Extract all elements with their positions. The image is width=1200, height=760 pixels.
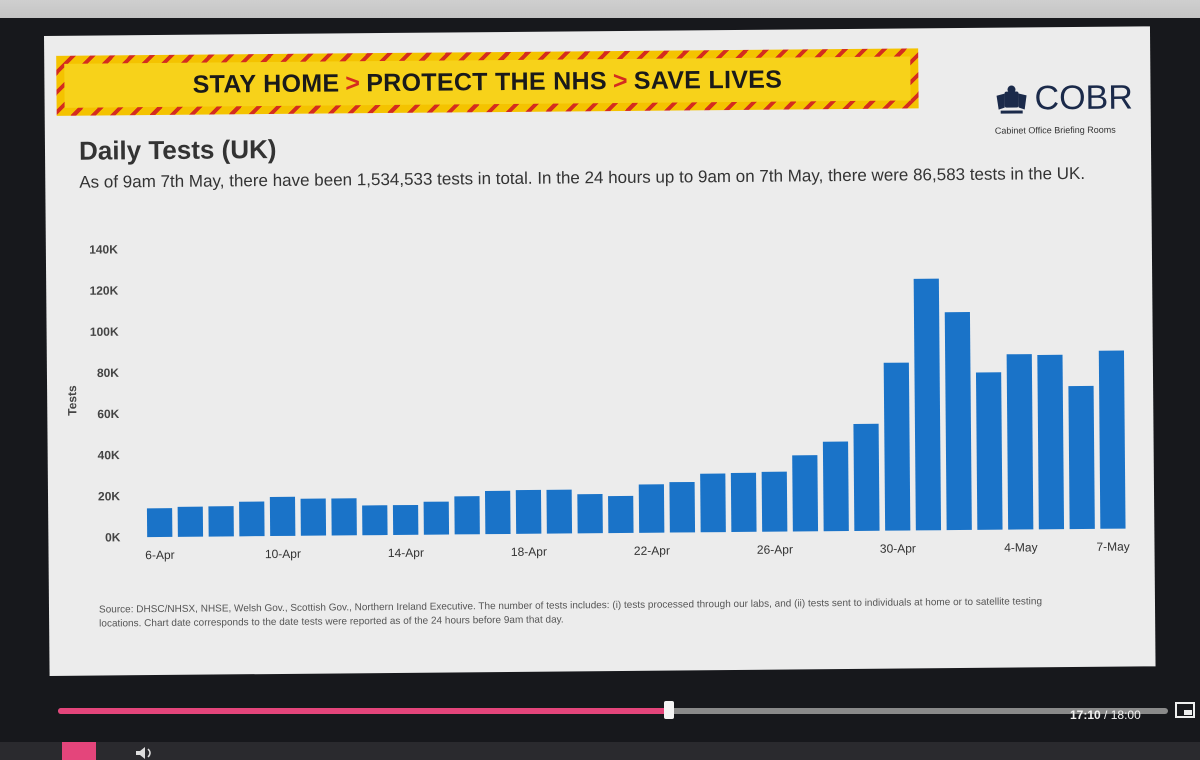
progress-bar[interactable] (58, 701, 1168, 719)
bar-17-Apr (484, 490, 511, 535)
bar-3-May (975, 372, 1003, 530)
bar-29-Apr (853, 423, 880, 531)
bar-22-Apr (638, 484, 665, 533)
bar-10-Apr (269, 496, 296, 537)
bar-6-May (1068, 385, 1095, 530)
x-tick-label: 7-May (1096, 540, 1129, 554)
progress-handle[interactable] (663, 701, 674, 719)
bar-16-Apr (454, 496, 480, 535)
bar-25-Apr (730, 472, 757, 533)
y-tick-label: 120K (89, 284, 118, 298)
crest-icon (996, 85, 1027, 114)
bar-23-Apr (669, 481, 696, 533)
x-tick-label: 10-Apr (265, 547, 301, 561)
bar-9-Apr (239, 501, 265, 537)
bar-24-Apr (700, 473, 726, 533)
y-tick-label: 140K (89, 242, 118, 256)
cast-icon[interactable] (1175, 702, 1195, 720)
bar-27-Apr (792, 455, 819, 532)
y-tick-label: 0K (105, 530, 121, 544)
bar-26-Apr (761, 471, 788, 532)
bar-19-Apr (546, 489, 573, 534)
bar-6-Apr (146, 508, 173, 538)
bar-11-Apr (300, 498, 327, 536)
bar-7-Apr (177, 506, 204, 537)
bar-28-Apr (822, 441, 849, 532)
bar-18-Apr (515, 489, 542, 534)
total-time: 18:00 (1110, 708, 1141, 722)
bar-7-May (1098, 350, 1126, 529)
y-tick-label: 60K (97, 407, 119, 421)
y-tick-label: 40K (98, 448, 120, 462)
bar-21-Apr (608, 495, 634, 534)
play-icon[interactable] (62, 742, 96, 760)
x-tick-label: 14-Apr (388, 546, 424, 560)
progress-fill (58, 708, 669, 714)
bar-2-May (944, 312, 972, 531)
time-display: 17:10 / 18:00 (1070, 708, 1141, 722)
cobr-logo: COBR Cabinet Office Briefing Rooms (994, 78, 1155, 149)
x-tick-label: 6-Apr (145, 548, 174, 562)
x-tick-label: 30-Apr (880, 541, 916, 555)
bar-13-Apr (362, 505, 388, 536)
y-axis-label: Tests (65, 385, 80, 416)
bar-8-Apr (208, 506, 234, 537)
current-time: 17:10 (1070, 708, 1101, 722)
y-tick-label: 20K (98, 489, 120, 503)
x-tick-label: 26-Apr (757, 542, 793, 556)
bar-20-Apr (577, 494, 603, 534)
bar-14-Apr (392, 504, 419, 535)
x-tick-label: 4-May (1004, 540, 1037, 554)
y-tick-label: 100K (90, 325, 119, 339)
volume-icon[interactable] (134, 746, 158, 760)
bar-4-May (1006, 354, 1034, 530)
video-player: STAY HOME > PROTECT THE NHS > SAVE LIVES… (0, 18, 1200, 760)
briefing-slide: STAY HOME > PROTECT THE NHS > SAVE LIVES… (44, 26, 1156, 676)
bar-30-Apr (883, 362, 911, 531)
bar-5-May (1037, 354, 1065, 530)
x-tick-label: 22-Apr (634, 544, 670, 558)
daily-tests-chart: 0K 20K 40K 60K 80K 100K 120K 140K 6-Apr 10-Apr 14-… (89, 242, 1130, 562)
bar-1-May (913, 278, 942, 531)
bar-12-Apr (331, 498, 357, 536)
time-separator: / (1100, 708, 1111, 722)
bar-15-Apr (423, 501, 450, 535)
y-tick-label: 80K (97, 366, 119, 380)
x-tick-label: 18-Apr (511, 545, 547, 559)
